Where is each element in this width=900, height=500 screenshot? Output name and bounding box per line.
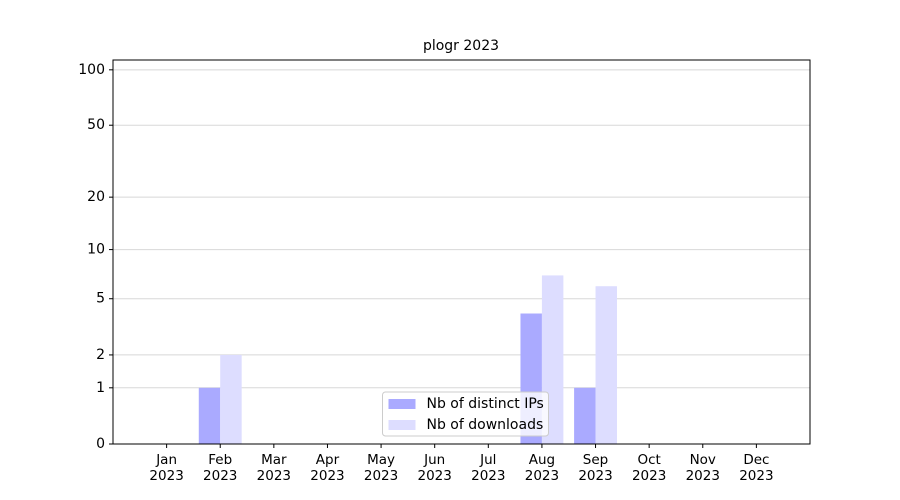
x-tick-label: May 2023 xyxy=(363,452,399,484)
y-tick-label: 2 xyxy=(96,347,105,363)
y-tick-label: 1 xyxy=(96,380,105,396)
bar xyxy=(220,354,242,444)
legend xyxy=(382,391,549,437)
bar xyxy=(595,286,617,444)
x-tick-label: Apr 2023 xyxy=(310,452,345,484)
legend-swatch xyxy=(388,420,416,430)
x-tick-label: Sep 2023 xyxy=(578,452,613,484)
plot-frame xyxy=(112,59,811,445)
x-tick-label: Aug 2023 xyxy=(524,452,560,484)
y-tick-label: 50 xyxy=(87,117,105,133)
legend-swatch xyxy=(388,399,416,409)
x-tick-label: Nov 2023 xyxy=(685,452,720,484)
legend-label: Nb of distinct IPs xyxy=(427,396,544,412)
legend-label: Nb of downloads xyxy=(427,417,544,433)
x-tick-label: Jan 2023 xyxy=(149,452,184,484)
x-tick-label: Jun 2023 xyxy=(417,452,452,484)
x-tick-label: Oct 2023 xyxy=(631,452,667,484)
x-tick-label: Jul 2023 xyxy=(471,452,506,484)
y-tick-label: 10 xyxy=(87,242,105,258)
y-tick-label: 100 xyxy=(78,62,105,78)
chart-title: plogr 2023 xyxy=(423,38,499,54)
bar xyxy=(574,387,596,444)
bar xyxy=(198,387,221,444)
x-tick-label: Dec 2023 xyxy=(739,452,774,484)
y-tick-label: 20 xyxy=(87,189,105,205)
y-tick-label: 0 xyxy=(96,436,105,452)
x-tick-label: Feb 2023 xyxy=(203,452,238,484)
x-tick-label: Mar 2023 xyxy=(256,452,292,484)
y-tick-label: 5 xyxy=(96,291,105,307)
